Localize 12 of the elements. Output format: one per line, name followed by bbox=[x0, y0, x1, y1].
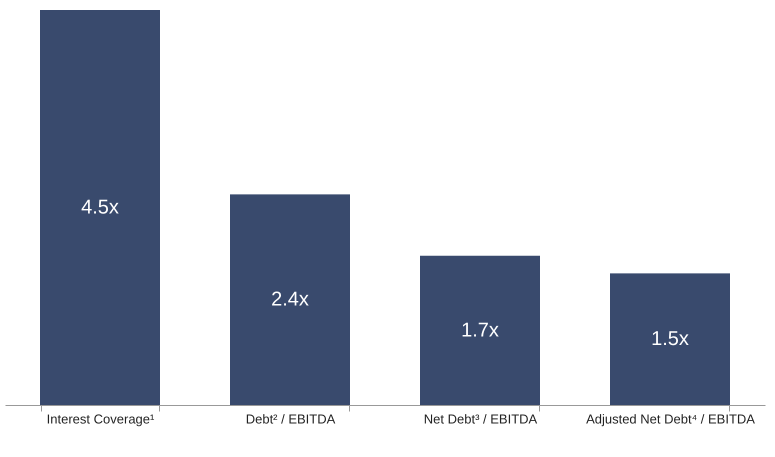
data-label: 2.4x bbox=[271, 288, 309, 311]
data-label: 1.7x bbox=[461, 319, 499, 342]
bar bbox=[610, 273, 730, 405]
bar bbox=[230, 194, 350, 405]
bar bbox=[40, 10, 160, 405]
data-label: 1.5x bbox=[651, 328, 689, 350]
x-tick-label: Interest Coverage¹ bbox=[46, 412, 155, 426]
bar bbox=[420, 256, 540, 405]
x-tick-label: Net Debt³ / EBITDA bbox=[424, 412, 538, 426]
x-tick-label: Adjusted Net Debt⁴ / EBITDA bbox=[586, 412, 756, 426]
data-label: 4.5x bbox=[81, 196, 119, 218]
x-tick-label: Debt² / EBITDA bbox=[246, 412, 336, 426]
